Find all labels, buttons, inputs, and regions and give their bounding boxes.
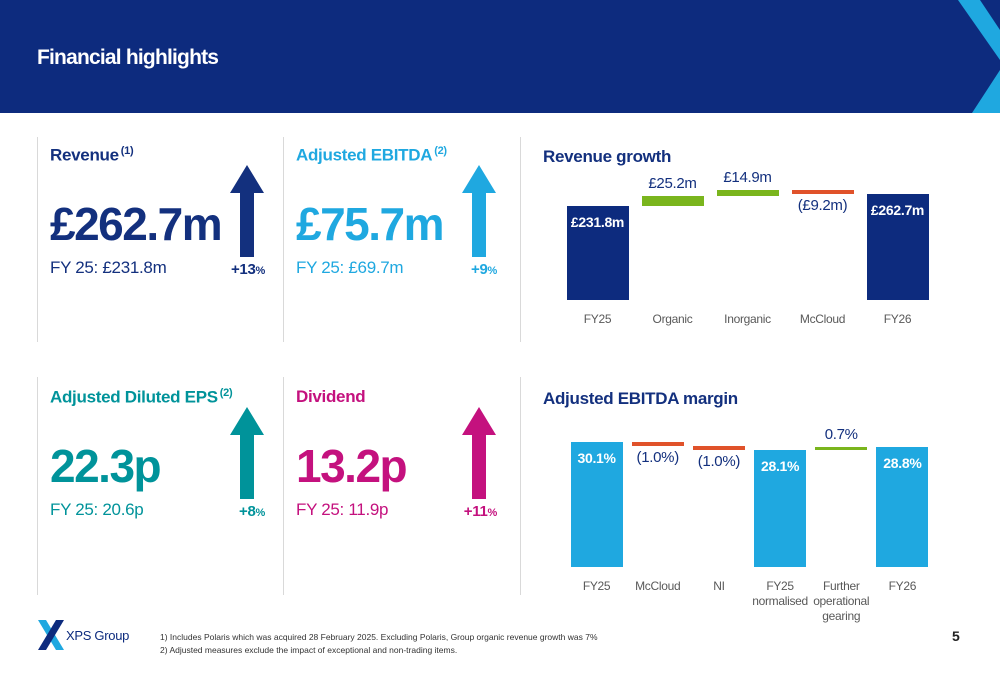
- value-label: 0.7%: [824, 426, 858, 444]
- category-label: Further operational gearing: [813, 579, 870, 623]
- bar: [631, 442, 684, 447]
- value-label: (1.0%): [636, 449, 680, 467]
- bar: [641, 196, 704, 207]
- value-label: (1.0%): [697, 453, 741, 471]
- arrow-shape: [462, 165, 496, 257]
- bar: [754, 450, 807, 567]
- value-label: 28.8%: [883, 455, 922, 472]
- value-label: £25.2m: [648, 175, 697, 193]
- kpi-change: +11%: [437, 503, 498, 520]
- kpi-prior: FY 25: £231.8m: [50, 258, 167, 277]
- arrow: [462, 407, 496, 499]
- footnote: 1) Includes Polaris which was acquired 2…: [160, 632, 598, 642]
- bar: [791, 190, 854, 194]
- kpi-change-unit: %: [255, 507, 266, 519]
- divider: [520, 377, 521, 595]
- logo-mark: [38, 620, 64, 650]
- chart-title: Adjusted EBITDA margin: [543, 389, 738, 408]
- value-label: £262.7m: [870, 201, 925, 218]
- bar: [866, 193, 929, 300]
- kpi-change-value: +11: [463, 503, 488, 520]
- chart-title: Revenue growth: [543, 147, 672, 166]
- header-decoration: [958, 0, 1000, 113]
- category-label: FY26: [888, 579, 917, 593]
- divider: [37, 377, 38, 595]
- kpi-title-text: Revenue: [50, 145, 119, 165]
- kpi-value: £262.7m: [50, 198, 223, 250]
- kpi-change: +13%: [205, 261, 265, 278]
- kpi-change: +9%: [437, 261, 497, 278]
- bar: [716, 190, 779, 197]
- chevron: [972, 70, 1000, 113]
- divider: [520, 137, 521, 342]
- chevron: [958, 0, 1000, 60]
- arrow-shape: [230, 165, 264, 257]
- kpi-change-value: +8: [239, 503, 256, 520]
- category-label: NI: [713, 579, 725, 593]
- slide-title: Financial highlights: [37, 46, 219, 69]
- bar: [692, 446, 745, 451]
- category-label: Inorganic: [724, 312, 771, 326]
- kpi-change-unit: %: [255, 265, 266, 277]
- bar: [566, 206, 629, 300]
- kpi-change: +8%: [205, 503, 265, 520]
- value-label: 28.1%: [760, 458, 800, 475]
- kpi-note: (2): [219, 387, 233, 399]
- kpi-change-unit: %: [487, 265, 498, 277]
- kpi-prior: FY 25: 20.6p: [50, 500, 144, 519]
- arrow-shape: [462, 407, 496, 499]
- divider: [37, 137, 38, 342]
- kpi-note: (1): [120, 145, 134, 157]
- category-label: McCloud: [635, 579, 681, 593]
- bar: [876, 447, 929, 567]
- kpi-value: 13.2p: [296, 440, 408, 492]
- category-label: FY25 normalised: [752, 579, 808, 608]
- kpi-title-text: Dividend: [296, 387, 366, 406]
- kpi-title: Adjusted Diluted EPS (2): [50, 387, 233, 408]
- kpi-note: (2): [434, 145, 447, 157]
- arrow: [230, 407, 264, 499]
- kpi-change-value: +9: [471, 261, 488, 278]
- category-label: Organic: [652, 312, 693, 326]
- value-label: (£9.2m): [797, 196, 848, 214]
- kpi-title: Revenue (1): [50, 145, 134, 166]
- category-label: FY25: [583, 312, 612, 326]
- value-label: 30.1%: [577, 450, 616, 466]
- kpi-change-value: +13: [230, 261, 256, 278]
- kpi-value: £75.7m: [296, 198, 445, 250]
- value-label: £231.8m: [570, 214, 625, 231]
- kpi-title-text: Adjusted EBITDA: [296, 145, 433, 165]
- page-number: 5: [952, 628, 960, 644]
- kpi-prior: FY 25: 11.9p: [296, 500, 389, 519]
- kpi-change-unit: %: [487, 507, 498, 519]
- kpi-title-text: Adjusted Diluted EPS: [50, 387, 218, 407]
- arrow-shape: [230, 407, 264, 499]
- kpi-title: Dividend: [296, 387, 366, 407]
- category-label: FY25: [582, 579, 611, 593]
- divider: [283, 137, 284, 342]
- header-bar: [0, 0, 1000, 113]
- logo-text: XPS Group: [66, 628, 130, 643]
- arrow: [462, 165, 496, 257]
- category-label: McCloud: [799, 312, 846, 326]
- logo-stroke: [38, 620, 64, 650]
- kpi-prior: FY 25: £69.7m: [296, 258, 404, 277]
- kpi-value: 22.3p: [50, 440, 162, 492]
- divider: [283, 377, 284, 595]
- value-label: £14.9m: [723, 169, 772, 186]
- arrow: [230, 165, 264, 257]
- footnote: 2) Adjusted measures exclude the impact …: [160, 645, 458, 655]
- category-label: FY26: [883, 312, 912, 326]
- kpi-title: Adjusted EBITDA (2): [296, 145, 447, 166]
- bar: [570, 442, 623, 567]
- bar: [815, 447, 868, 451]
